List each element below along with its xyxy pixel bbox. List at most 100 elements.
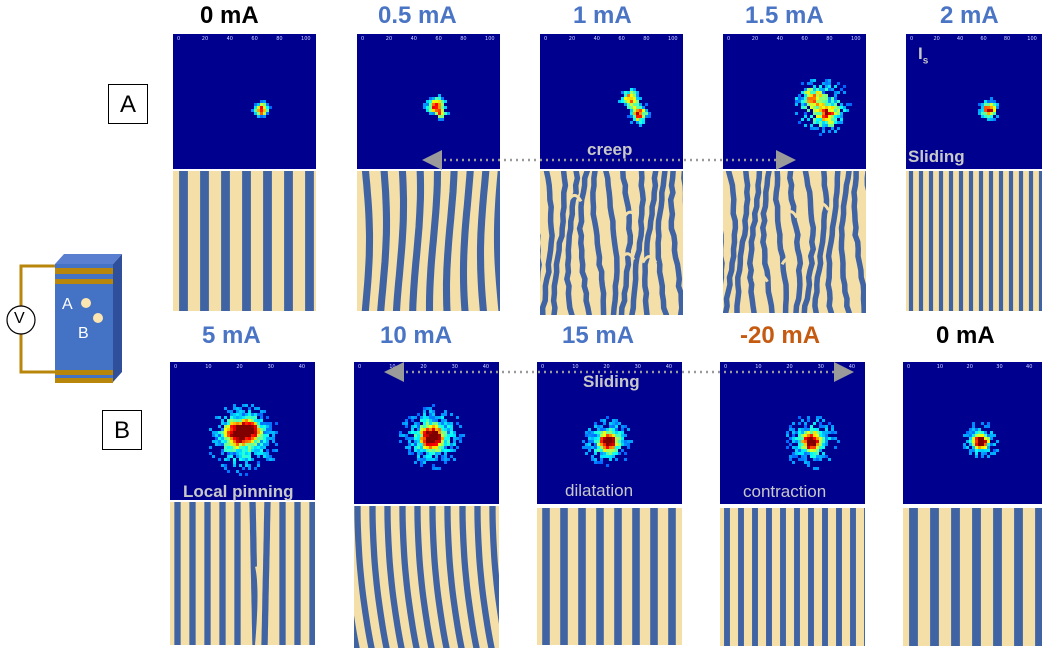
heatmap-a4: 0 20 40 60 80 100 — [723, 34, 866, 169]
row-label-a: A — [108, 84, 148, 124]
heatmap-a3: 0 20 40 60 80 100 — [540, 34, 683, 169]
svg-text:60: 60 — [618, 36, 624, 42]
heatmap-b2: 0 10 20 30 40 — [354, 362, 499, 504]
svg-text:40: 40 — [411, 36, 417, 42]
fringe-b2 — [354, 506, 499, 648]
current-label-b5: 0 mA — [936, 322, 995, 349]
fringe-b1 — [170, 502, 315, 645]
svg-text:0: 0 — [724, 364, 727, 370]
fringe-a2 — [357, 171, 500, 311]
is-label-sub: s — [922, 55, 929, 67]
current-label-b3: 15 mA — [562, 322, 635, 349]
svg-text:40: 40 — [483, 364, 489, 370]
svg-text:30: 30 — [635, 364, 641, 370]
svg-text:40: 40 — [594, 36, 600, 42]
contraction-label: contraction — [743, 482, 827, 501]
svg-text:40: 40 — [299, 364, 305, 370]
svg-text:100: 100 — [301, 36, 311, 42]
svg-text:20: 20 — [386, 36, 392, 42]
fringe-a3 — [540, 171, 683, 315]
dilatation-label: dilatation — [565, 481, 634, 500]
svg-text:20: 20 — [420, 364, 426, 370]
svg-text:20: 20 — [236, 364, 242, 370]
svg-text:80: 80 — [460, 36, 466, 42]
svg-text:0: 0 — [177, 36, 180, 42]
voltmeter-label: V — [14, 310, 25, 327]
svg-text:30: 30 — [818, 364, 824, 370]
current-label-a3: 1 mA — [573, 2, 632, 29]
svg-text:10: 10 — [937, 364, 943, 370]
is-label-main: I — [918, 44, 923, 63]
sliding-label-top: Sliding — [908, 147, 965, 166]
svg-text:30: 30 — [996, 364, 1002, 370]
current-label-b1: 5 mA — [202, 322, 261, 349]
svg-text:10: 10 — [572, 364, 578, 370]
current-label-a4: 1.5 mA — [745, 2, 824, 29]
fringe-a5 — [906, 171, 1042, 311]
fringe-b3 — [537, 508, 682, 645]
svg-text:0: 0 — [544, 36, 547, 42]
heatmap-b3: 0 10 20 30 40 — [537, 362, 682, 504]
sample-schematic — [6, 254, 122, 383]
point-a-label: A — [62, 296, 73, 313]
row-label-b: B — [102, 410, 142, 450]
svg-text:100: 100 — [485, 36, 495, 42]
fringe-b4 — [720, 508, 865, 646]
svg-text:10: 10 — [205, 364, 211, 370]
svg-text:20: 20 — [967, 364, 973, 370]
current-label-a5: 2 mA — [940, 2, 999, 29]
svg-text:10: 10 — [389, 364, 395, 370]
svg-text:20: 20 — [202, 36, 208, 42]
svg-text:40: 40 — [849, 364, 855, 370]
svg-text:0: 0 — [358, 364, 361, 370]
sliding-label-mid: Sliding — [583, 372, 640, 391]
svg-text:60: 60 — [251, 36, 257, 42]
current-label-b4: -20 mA — [740, 322, 821, 349]
svg-text:0: 0 — [361, 36, 364, 42]
svg-text:0: 0 — [907, 364, 910, 370]
heatmap-b5: 0 10 20 30 40 — [903, 362, 1042, 504]
svg-text:0: 0 — [727, 36, 730, 42]
svg-text:0: 0 — [910, 36, 913, 42]
svg-text:80: 80 — [826, 36, 832, 42]
svg-text:20: 20 — [569, 36, 575, 42]
svg-text:20: 20 — [786, 364, 792, 370]
svg-text:60: 60 — [801, 36, 807, 42]
svg-text:40: 40 — [227, 36, 233, 42]
local-pinning-label: Local pinning — [183, 482, 294, 501]
svg-text:40: 40 — [777, 36, 783, 42]
heatmap-a2: 0 20 40 60 80 100 — [357, 34, 500, 169]
fringe-a1 — [173, 171, 316, 311]
svg-text:100: 100 — [851, 36, 861, 42]
point-b-label: B — [78, 325, 89, 342]
svg-text:0: 0 — [541, 364, 544, 370]
heatmap-b4: 0 10 20 30 40 — [720, 362, 865, 504]
current-label-b2: 10 mA — [380, 322, 453, 349]
svg-text:20: 20 — [603, 364, 609, 370]
svg-text:100: 100 — [1027, 36, 1037, 42]
svg-text:40: 40 — [666, 364, 672, 370]
svg-text:80: 80 — [276, 36, 282, 42]
svg-text:40: 40 — [1026, 364, 1032, 370]
svg-text:0: 0 — [174, 364, 177, 370]
svg-text:30: 30 — [268, 364, 274, 370]
is-label: Is — [918, 44, 928, 66]
svg-text:20: 20 — [752, 36, 758, 42]
heatmap-a5: 0 20 40 60 80 100 — [906, 34, 1042, 169]
current-label-a2: 0.5 mA — [378, 2, 457, 29]
svg-text:100: 100 — [668, 36, 678, 42]
svg-text:10: 10 — [755, 364, 761, 370]
svg-text:20: 20 — [933, 36, 939, 42]
fringe-b5 — [903, 508, 1042, 646]
heatmap-b1: 0 10 20 30 40 — [170, 362, 315, 500]
fringe-a4 — [723, 171, 866, 313]
current-label-a1: 0 mA — [200, 2, 259, 29]
svg-text:80: 80 — [1004, 36, 1010, 42]
heatmap-a1: 0 20 40 60 80 100 — [173, 34, 316, 169]
svg-text:60: 60 — [980, 36, 986, 42]
svg-text:30: 30 — [452, 364, 458, 370]
svg-text:80: 80 — [643, 36, 649, 42]
svg-text:60: 60 — [435, 36, 441, 42]
creep-label: creep — [587, 140, 633, 159]
